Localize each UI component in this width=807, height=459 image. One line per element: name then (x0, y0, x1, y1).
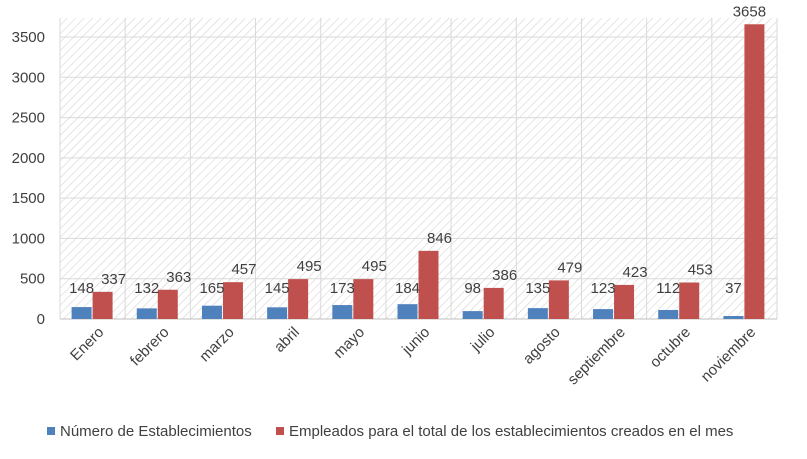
data-label-series1: 98 (464, 280, 481, 297)
bar-series1-noviembre (723, 316, 744, 319)
data-label-series1: 123 (591, 280, 616, 297)
x-tick-label: octubre (647, 324, 694, 371)
data-label-series1: 37 (725, 280, 742, 297)
bar-series2-agosto (548, 280, 569, 319)
data-label-series1: 165 (199, 280, 224, 297)
bar-series1-mayo (332, 305, 353, 319)
bar-series2-septiembre (614, 284, 635, 319)
data-labels: 148 337 132 363 165 457 145 495 173 495 184 846 98 38… (69, 3, 766, 297)
data-label-series2: 453 (688, 262, 713, 279)
data-label-series1: 173 (330, 280, 355, 297)
bar-series2-marzo (222, 282, 243, 319)
bar-series2-Enero (92, 291, 113, 319)
data-label-series1: 148 (69, 280, 94, 297)
bars (71, 24, 765, 319)
bar-series2-julio (483, 287, 504, 319)
data-label-series2: 386 (492, 267, 517, 284)
bar-series1-julio (462, 311, 483, 319)
legend-swatch-series2 (276, 427, 284, 435)
y-tick-label: 0 (37, 311, 45, 328)
data-label-series2: 423 (623, 264, 648, 281)
bar-series1-septiembre (593, 309, 614, 319)
x-tick-label: febrero (127, 324, 173, 370)
data-label-series2: 337 (101, 271, 126, 288)
data-label-series1: 145 (265, 280, 290, 297)
x-tick-label: septiembre (564, 324, 628, 388)
bar-series2-noviembre (744, 24, 765, 319)
x-tick-label: julio (467, 324, 499, 356)
bar-series1-Enero (71, 307, 92, 319)
x-tick-label: marzo (196, 324, 237, 365)
x-tick-label: noviembre (698, 324, 760, 386)
data-label-series2: 3658 (733, 3, 766, 20)
data-label-series2: 457 (231, 261, 256, 278)
x-tick-label: Enero (67, 324, 107, 364)
legend: Número de Establecimientos Empleados para… (47, 423, 733, 440)
y-axis-ticks: 0 500 1000 1500 2000 2500 3000 3500 (12, 29, 45, 328)
bar-series1-febrero (136, 308, 157, 319)
bar-series2-octubre (679, 282, 700, 319)
bar-series1-abril (267, 307, 288, 319)
legend-swatch-series1 (47, 427, 55, 435)
x-axis-ticks: Enero febrero marzo abril mayo junio julio agos… (67, 324, 759, 388)
bar-series1-agosto (527, 308, 548, 319)
bar-series2-abril (288, 279, 309, 319)
x-tick-label: abril (271, 324, 303, 356)
data-label-series2: 495 (362, 258, 387, 275)
data-label-series1: 135 (525, 280, 550, 297)
data-label-series1: 132 (134, 280, 159, 297)
x-tick-label: mayo (330, 324, 368, 362)
y-tick-label: 1000 (12, 230, 45, 247)
y-tick-label: 2000 (12, 150, 45, 167)
data-label-series1: 184 (395, 280, 420, 297)
data-label-series1: 112 (656, 280, 680, 297)
y-tick-label: 500 (20, 271, 45, 288)
data-label-series2: 479 (557, 259, 582, 276)
bar-series1-junio (397, 304, 418, 319)
y-tick-label: 3000 (12, 69, 45, 86)
x-tick-label: agosto (520, 324, 564, 368)
y-tick-label: 1500 (12, 190, 45, 207)
y-tick-label: 2500 (12, 110, 45, 127)
gridlines (59, 18, 778, 320)
data-label-series2: 363 (166, 269, 191, 286)
bar-series1-octubre (658, 309, 679, 319)
legend-label-series1: Número de Establecimientos (60, 423, 252, 440)
bar-series1-marzo (201, 305, 222, 319)
legend-label-series2: Empleados para el total de los estableci… (289, 423, 733, 440)
data-label-series2: 495 (297, 258, 322, 275)
bar-series2-mayo (353, 279, 374, 319)
bar-series2-febrero (157, 289, 178, 319)
data-label-series2: 846 (427, 230, 452, 247)
x-tick-label: junio (398, 324, 433, 359)
bar-series2-junio (418, 250, 439, 319)
y-tick-label: 3500 (12, 29, 45, 46)
